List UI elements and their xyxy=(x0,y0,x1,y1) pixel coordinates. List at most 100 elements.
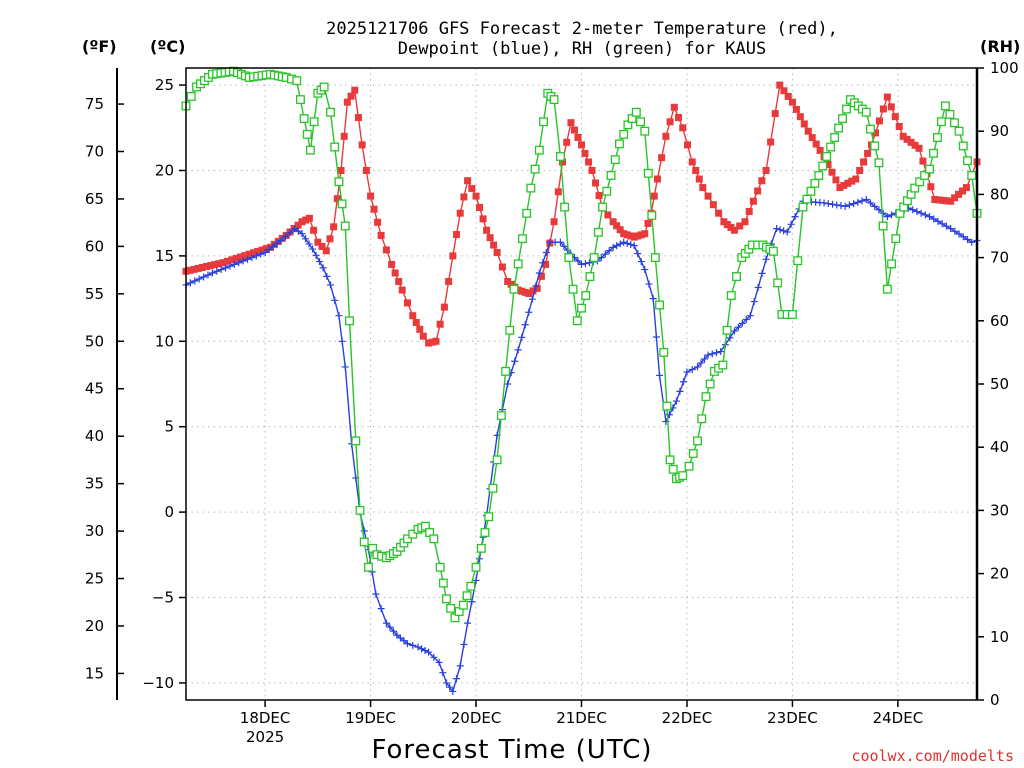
dewpoint-point xyxy=(820,199,828,207)
temperature-point xyxy=(788,98,796,106)
rh-tick-label: 0 xyxy=(990,691,1000,709)
rh-point xyxy=(572,316,582,326)
temperature-point xyxy=(559,158,567,166)
rh-point xyxy=(319,82,329,92)
rh-point xyxy=(615,139,624,149)
temperature-point xyxy=(518,287,526,295)
temperature-point xyxy=(848,177,856,185)
rh-point xyxy=(697,414,707,424)
temperature-point xyxy=(211,261,219,269)
rh-point xyxy=(585,272,595,282)
dewpoint-point xyxy=(195,275,203,283)
rh-point xyxy=(340,221,350,231)
temperature-point xyxy=(780,87,788,95)
temperature-point xyxy=(194,264,202,272)
rh-point xyxy=(598,202,608,212)
rh-point xyxy=(568,284,578,294)
rh-point xyxy=(442,594,451,604)
rh-point xyxy=(334,177,344,187)
dewpoint-point xyxy=(414,643,422,651)
dewpoint-point xyxy=(917,209,925,217)
temperature-point xyxy=(550,218,558,226)
temperature-point xyxy=(767,138,775,146)
dewpoint-point xyxy=(968,238,976,246)
temperature-point xyxy=(927,183,935,191)
dewpoint-point xyxy=(277,237,285,245)
temperature-point xyxy=(613,222,621,230)
rh-point xyxy=(501,366,511,376)
rh-point xyxy=(513,259,523,269)
temperature-point xyxy=(616,226,624,234)
dewpoint-point xyxy=(439,669,447,677)
dewpoint-point xyxy=(186,279,194,287)
temperature-point xyxy=(391,269,399,277)
temperature-point xyxy=(354,114,362,122)
temperature-point xyxy=(326,235,334,243)
temperature-point xyxy=(190,265,198,273)
rh-point xyxy=(910,183,920,193)
dewpoint-point xyxy=(446,683,454,691)
temperature-point xyxy=(486,234,494,242)
rh-point xyxy=(505,325,515,335)
temperature-point xyxy=(351,86,359,94)
rh-point xyxy=(435,562,445,572)
rh-point xyxy=(878,221,888,231)
temperature-point xyxy=(907,138,915,146)
temperature-point xyxy=(388,260,396,268)
temperature-point xyxy=(623,231,631,239)
dewpoint-point xyxy=(514,346,522,354)
dewpoint-point xyxy=(535,269,543,277)
rh-point xyxy=(643,168,653,178)
dewpoint-point xyxy=(955,230,963,238)
temperature-point xyxy=(476,203,484,211)
rh-point xyxy=(915,177,925,187)
temperature-point xyxy=(947,197,955,205)
dewpoint-point xyxy=(750,298,758,306)
temperature-point xyxy=(330,223,338,231)
rh-point xyxy=(302,129,312,139)
dewpoint-point xyxy=(421,646,429,654)
rh-point xyxy=(496,411,506,421)
dewpoint-point xyxy=(845,201,853,209)
dewpoint-point xyxy=(418,645,426,653)
dewpoint-point xyxy=(435,658,443,666)
dewpoint-point xyxy=(230,260,238,268)
temperature-point xyxy=(683,141,691,149)
dewpoint-point xyxy=(854,198,862,206)
temperature-point xyxy=(741,218,749,226)
fahrenheit-tick-label: 55 xyxy=(85,285,104,303)
temperature-point xyxy=(723,221,731,229)
credit-link[interactable]: coolwx.com/modelts xyxy=(851,747,1014,765)
dewpoint-point xyxy=(389,627,397,635)
temperature-point xyxy=(796,113,804,121)
rh-tick-label: 10 xyxy=(990,628,1009,646)
dewpoint-point xyxy=(294,227,302,235)
rh-point xyxy=(345,316,354,326)
temperature-point xyxy=(460,193,468,201)
rh-point xyxy=(693,436,702,446)
temperature-point xyxy=(340,132,348,140)
rh-point xyxy=(526,183,536,193)
rh-point xyxy=(364,562,373,572)
rh-point xyxy=(655,300,664,310)
dewpoint-point xyxy=(773,225,781,233)
temperature-point xyxy=(588,166,596,174)
dewpoint-point xyxy=(286,229,294,237)
dewpoint-point xyxy=(302,235,310,243)
temperature-point xyxy=(337,166,345,174)
fahrenheit-tick-label: 70 xyxy=(85,143,104,161)
temperature-point xyxy=(493,248,501,256)
temperature-point xyxy=(322,247,330,255)
dewpoint-point xyxy=(871,202,879,210)
dewpoint-point xyxy=(930,215,938,223)
rh-point xyxy=(826,142,836,152)
rh-point xyxy=(309,117,319,127)
temperature-point xyxy=(398,286,406,294)
temperature-point xyxy=(792,105,800,113)
temperature-point xyxy=(425,339,433,347)
temperature-point xyxy=(679,124,687,132)
temperature-point xyxy=(258,246,266,254)
temperature-point xyxy=(592,179,600,187)
temperature-point xyxy=(472,192,480,200)
fahrenheit-tick-label: 45 xyxy=(85,380,104,398)
